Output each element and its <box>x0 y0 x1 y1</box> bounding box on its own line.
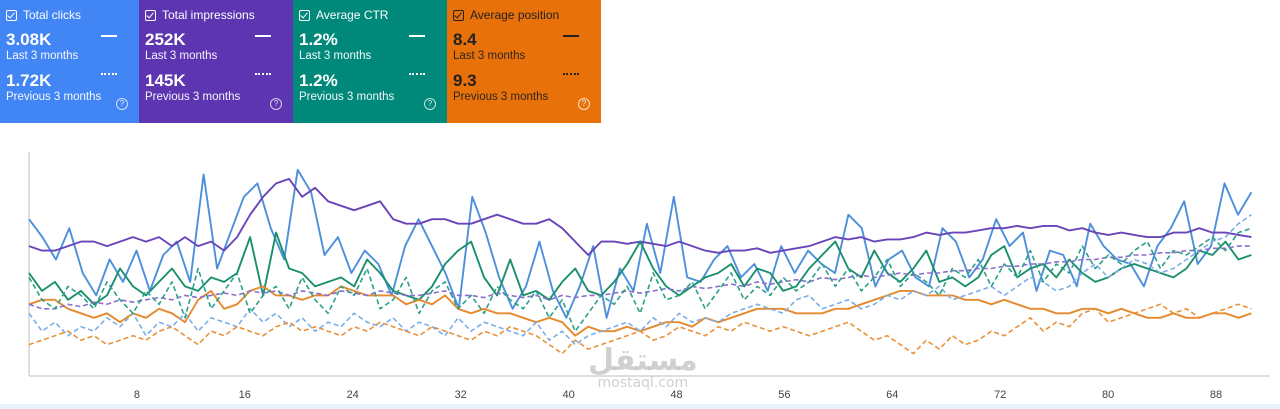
x-tick-label: 40 <box>562 389 574 401</box>
solid-line-legend-icon <box>101 35 117 37</box>
series-line-7 <box>28 303 1252 355</box>
solid-line-legend-icon <box>563 35 579 37</box>
card-header: Average CTR <box>299 7 447 23</box>
x-axis-ticks: 8 16 24 32 40 48 56 64 72 80 88 <box>134 389 1222 401</box>
card-value: 3.08K <box>6 30 52 49</box>
dotted-line-legend-icon <box>409 73 425 77</box>
card-label: Total impressions <box>162 8 255 22</box>
card-prev-period: Previous 3 months <box>299 91 395 103</box>
card-value: 8.4 <box>453 30 477 49</box>
x-tick-label: 88 <box>1210 389 1222 401</box>
series-line-4 <box>28 214 1252 346</box>
card-prev-period: Previous 3 months <box>145 91 241 103</box>
x-tick-label: 8 <box>134 389 140 401</box>
help-icon[interactable]: ? <box>116 98 128 110</box>
card-prev-value: 1.72K <box>6 71 52 90</box>
card-header: Total impressions <box>145 7 293 23</box>
solid-line-legend-icon <box>255 35 271 37</box>
card-header: Total clicks <box>6 7 139 23</box>
x-tick-label: 32 <box>455 389 467 401</box>
x-tick-label: 80 <box>1102 389 1114 401</box>
checkbox-checked-icon[interactable] <box>299 9 310 21</box>
series-line-2 <box>28 231 1252 306</box>
checkbox-checked-icon[interactable] <box>145 9 156 21</box>
chart-axes <box>28 152 1270 377</box>
series-line-6 <box>28 227 1252 332</box>
dotted-line-legend-icon <box>101 73 117 77</box>
card-prev-period: Previous 3 months <box>6 91 102 103</box>
average-ctr-card[interactable]: Average CTR 1.2% Last 3 months 1.2% Prev… <box>293 0 447 123</box>
card-prev-period: Previous 3 months <box>453 91 549 103</box>
help-icon[interactable]: ? <box>270 98 282 110</box>
performance-chart[interactable]: 8 16 24 32 40 48 56 64 72 80 88 <box>0 140 1280 409</box>
card-period: Last 3 months <box>6 50 79 62</box>
card-value: 1.2% <box>299 30 338 49</box>
watermark-arabic: مستقل <box>588 343 698 378</box>
card-header: Average position <box>453 7 601 23</box>
dotted-line-legend-icon <box>255 73 271 77</box>
metric-cards: Total clicks 3.08K Last 3 months 1.72K P… <box>0 0 601 123</box>
help-icon[interactable]: ? <box>578 98 590 110</box>
x-tick-label: 16 <box>239 389 251 401</box>
bottom-strip <box>0 404 1280 409</box>
chart-series <box>28 168 1253 355</box>
help-icon[interactable]: ? <box>424 98 436 110</box>
card-prev-value: 145K <box>145 71 186 90</box>
total-clicks-card[interactable]: Total clicks 3.08K Last 3 months 1.72K P… <box>0 0 139 123</box>
total-impressions-card[interactable]: Total impressions 252K Last 3 months 145… <box>139 0 293 123</box>
card-period: Last 3 months <box>299 50 372 62</box>
x-tick-label: 72 <box>994 389 1006 401</box>
average-position-card[interactable]: Average position 8.4 Last 3 months 9.3 P… <box>447 0 601 123</box>
card-period: Last 3 months <box>453 50 526 62</box>
x-tick-label: 64 <box>886 389 898 401</box>
card-label: Total clicks <box>23 8 82 22</box>
card-label: Average position <box>470 8 560 22</box>
watermark-latin: mostaql.com <box>597 375 689 391</box>
solid-line-legend-icon <box>409 35 425 37</box>
series-line-0 <box>28 168 1253 319</box>
x-tick-label: 56 <box>778 389 790 401</box>
x-tick-label: 48 <box>670 389 682 401</box>
card-prev-value: 1.2% <box>299 71 338 90</box>
card-period: Last 3 months <box>145 50 218 62</box>
card-label: Average CTR <box>316 8 389 22</box>
card-value: 252K <box>145 30 186 49</box>
x-tick-label: 24 <box>347 389 359 401</box>
checkbox-checked-icon[interactable] <box>6 9 17 21</box>
card-prev-value: 9.3 <box>453 71 477 90</box>
checkbox-checked-icon[interactable] <box>453 9 464 21</box>
dotted-line-legend-icon <box>563 73 579 77</box>
watermark: مستقل mostaql.com <box>588 343 698 391</box>
series-line-5 <box>28 245 1252 310</box>
